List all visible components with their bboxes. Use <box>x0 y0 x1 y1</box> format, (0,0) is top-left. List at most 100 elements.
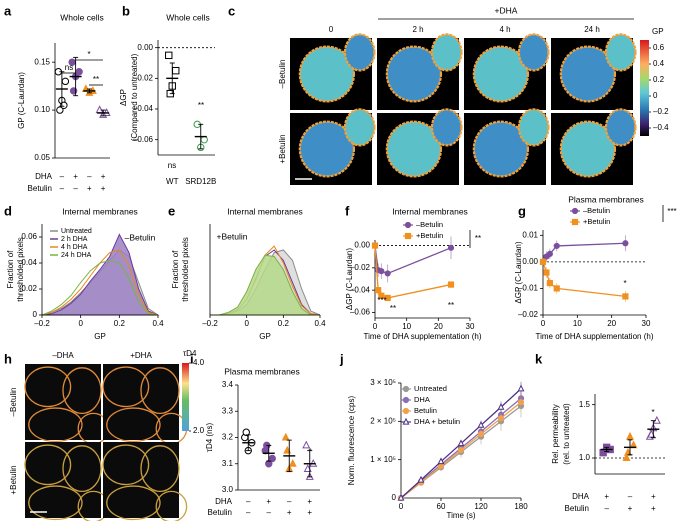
y-axis-label: ΔGP (C-Laurdan) <box>345 248 354 310</box>
annotation: ns <box>168 161 176 170</box>
condition-value: + <box>307 508 312 517</box>
annotation: ** <box>390 304 396 313</box>
area <box>210 254 320 316</box>
marker <box>539 258 547 265</box>
panel-title: Internal membranes <box>227 206 303 216</box>
cell <box>62 367 102 415</box>
condition-value: + <box>651 504 656 513</box>
y-tick-label: –0.01 <box>518 284 539 293</box>
y-tick-label: 3 × 10⁵ <box>370 378 396 387</box>
panel-label: c <box>228 3 235 18</box>
cell <box>155 490 188 521</box>
annotation: ns <box>65 63 73 72</box>
cell <box>102 366 150 408</box>
x-tick-label: 0 <box>244 319 249 328</box>
y-tick-label: 0.01 <box>522 230 538 239</box>
marker <box>622 453 631 462</box>
marker <box>622 293 629 300</box>
y-axis-label: ΔGP (C-Laurdan) <box>514 241 523 303</box>
cell <box>298 120 356 178</box>
x-tick-label: 0.4 <box>314 319 326 328</box>
colorbar <box>182 363 189 431</box>
condition-value: – <box>287 497 292 506</box>
condition-value: + <box>87 184 92 193</box>
annotation: ** <box>93 75 99 84</box>
cell <box>28 407 83 443</box>
y-tick-label: –0.02 <box>350 263 371 272</box>
cell <box>106 485 161 521</box>
marker <box>56 106 64 114</box>
marker <box>397 493 405 501</box>
x-tick-label: –0.2 <box>34 319 50 328</box>
y-tick-label: 1.0 <box>579 453 591 462</box>
cell <box>343 108 376 147</box>
x-tick-label: 0 <box>373 322 378 331</box>
cell <box>385 45 443 103</box>
y-tick-label: 0.00 <box>137 43 153 52</box>
marker <box>497 402 505 410</box>
x-axis-label: Time (s) <box>446 511 475 520</box>
condition-value: – <box>246 508 251 517</box>
y-tick-label: –0.02 <box>133 73 154 82</box>
colorbar-tick-label: 4.0 <box>193 358 205 367</box>
legend-marker <box>402 417 410 425</box>
condition-value: + <box>101 184 106 193</box>
marker <box>384 294 391 302</box>
condition-value: – <box>628 492 633 501</box>
marker <box>553 285 560 292</box>
x-tick-label: 30 <box>642 319 651 328</box>
legend-marker <box>404 232 412 240</box>
marker <box>172 66 180 75</box>
cell <box>517 33 550 72</box>
condition-value: – <box>73 184 78 193</box>
y-tick-label: 2 × 10⁵ <box>370 416 396 425</box>
condition-value: + <box>604 492 609 501</box>
x-tick-label: 0 <box>541 319 546 328</box>
marker <box>543 269 550 276</box>
y-tick-label: 3.0 <box>222 485 234 494</box>
y-axis-label: thresholded pixels <box>181 237 190 301</box>
x-tick-label: 0.2 <box>278 319 290 328</box>
marker <box>384 270 391 277</box>
x-tick-label: 60 <box>437 502 446 511</box>
marker <box>165 51 173 60</box>
y-tick-label: 0.04 <box>21 258 37 267</box>
panel-label: i <box>190 351 194 366</box>
marker <box>302 440 311 449</box>
y-tick-label: 1 × 10⁵ <box>370 455 396 464</box>
cell <box>24 444 72 486</box>
x-axis-label: Time of DHA supplementation (h) <box>536 332 654 341</box>
panel-label: e <box>168 203 175 218</box>
marker <box>546 250 553 258</box>
line <box>374 245 452 275</box>
legend-label: Untreated <box>61 228 92 235</box>
marker <box>546 280 553 287</box>
panel-note: –Betulin <box>125 232 156 242</box>
cell <box>604 33 637 72</box>
cell <box>559 45 617 103</box>
y-axis-label: Rel. permeability <box>551 404 560 464</box>
marker <box>497 415 505 422</box>
legend-marker <box>402 396 410 404</box>
row-label: +Betulin <box>278 134 287 163</box>
y-tick-label: 3.3 <box>222 406 234 415</box>
x-tick-label: 10 <box>573 319 582 328</box>
cell <box>298 45 356 103</box>
cell <box>28 485 83 521</box>
marker <box>378 268 385 275</box>
marker <box>517 384 525 392</box>
x-tick-label: 30 <box>466 322 475 331</box>
annotation: ** <box>448 301 454 310</box>
legend-label: –Betulin <box>583 206 610 215</box>
legend-label: DHA + betulin <box>414 417 460 426</box>
x-tick-label: WT <box>166 177 179 186</box>
cell <box>430 108 463 147</box>
y-tick-label: –0.04 <box>350 285 371 294</box>
x-tick-label: 180 <box>514 502 528 511</box>
condition-value: + <box>651 492 656 501</box>
legend-marker <box>571 218 579 226</box>
colorbar-tick-label: –0.4 <box>653 123 669 132</box>
colorbar-tick-label: 0.4 <box>653 59 665 68</box>
condition-name: DHA <box>572 492 590 501</box>
legend-label: +Betulin <box>416 231 443 240</box>
